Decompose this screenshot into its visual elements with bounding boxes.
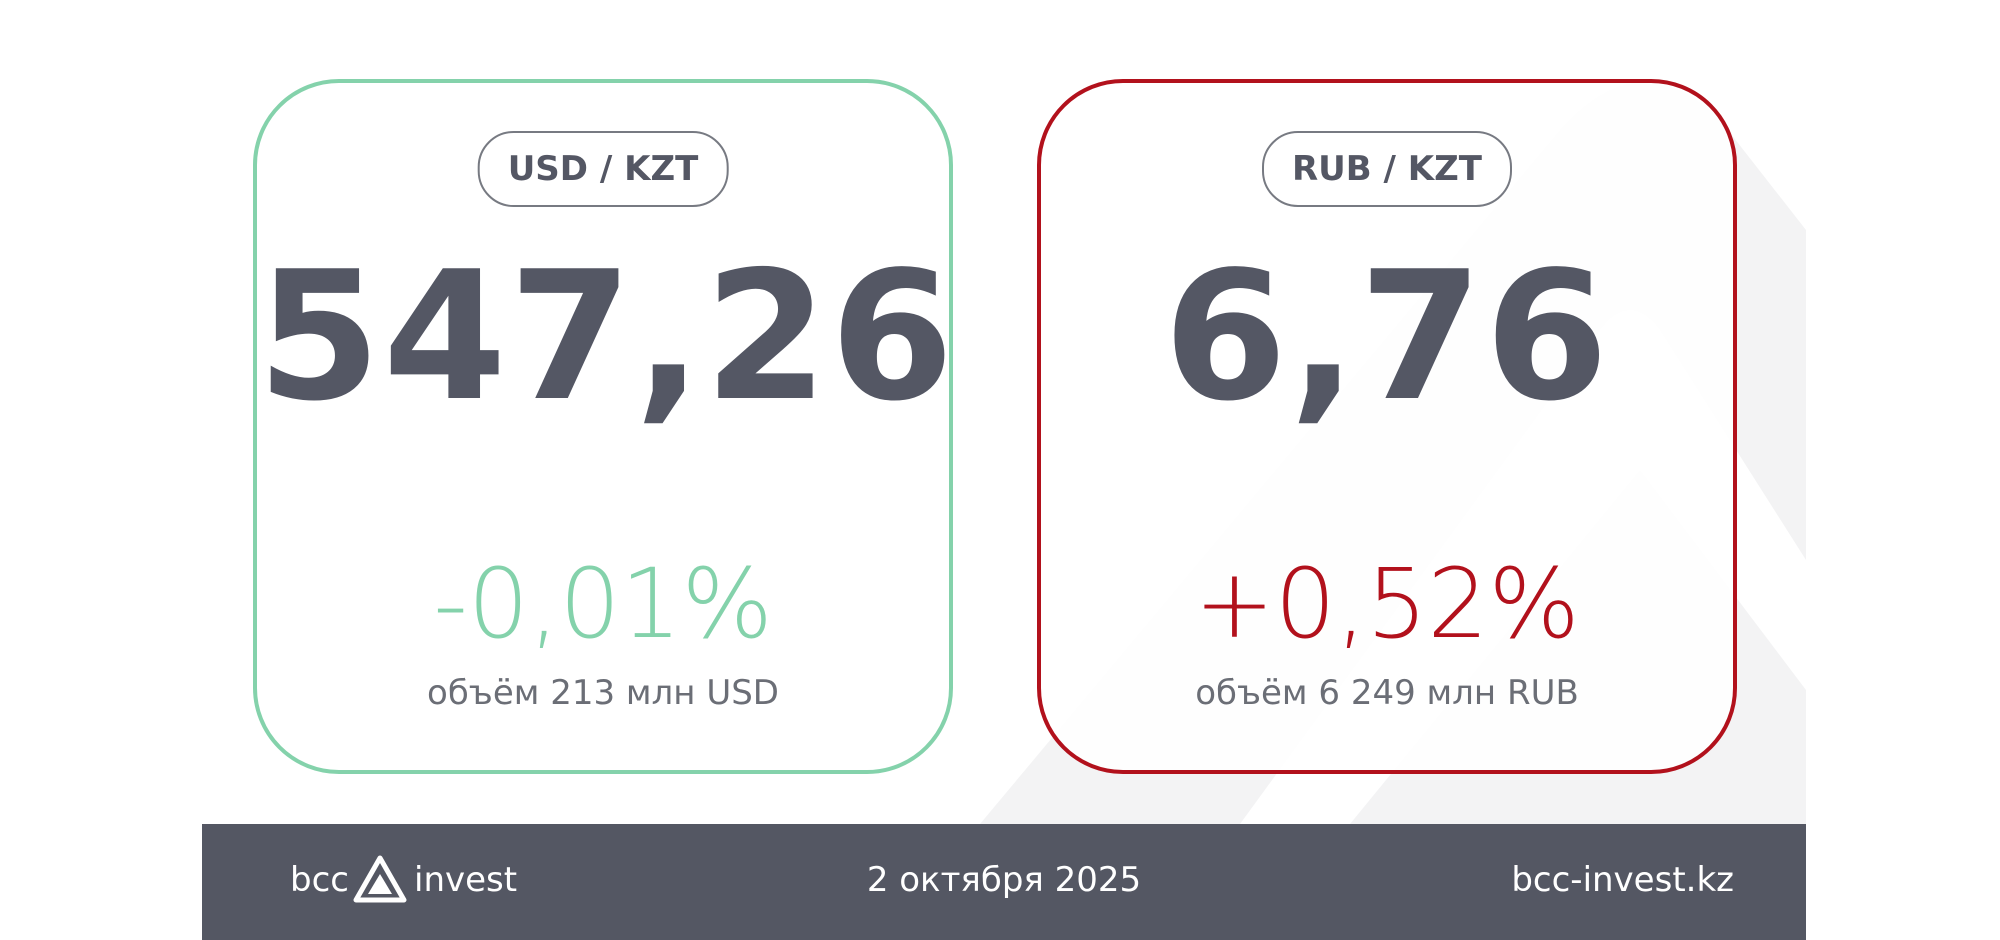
rate-value: 547,26 [257,233,956,440]
logo-text: invest [414,860,518,900]
volume: объём 6 249 млн RUB [1195,673,1579,713]
rate-change: +0,52% [1194,548,1580,660]
rate-value: 6,76 [1163,233,1611,440]
footer: bcc invest 2 октября 2025 bcc-invest.kz [202,824,1806,940]
date: 2 октября 2025 [866,860,1142,900]
logo-text: bcc [290,860,349,900]
volume: объём 213 млн USD [427,673,779,713]
currency-pair: USD / KZT [477,131,729,207]
website: bcc-invest.kz [1511,860,1734,900]
rate-card: USD / KZT 547,26 -0,01% объём 213 млн US… [253,79,956,774]
rate-change: -0,01% [433,548,773,660]
logo-icon [353,855,407,903]
currency-pair: RUB / KZT [1262,131,1512,207]
rate-card: RUB / KZT 6,76 +0,52% объём 6 249 млн RU… [1037,79,1737,774]
